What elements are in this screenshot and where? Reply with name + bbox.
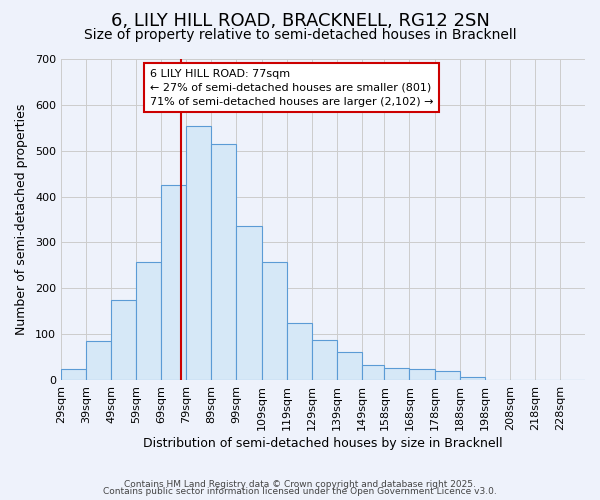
Bar — [86, 341, 111, 380]
Bar — [385, 368, 409, 380]
Bar — [61, 368, 86, 380]
Bar — [211, 144, 236, 380]
Bar — [311, 340, 337, 380]
X-axis label: Distribution of semi-detached houses by size in Bracknell: Distribution of semi-detached houses by … — [143, 437, 503, 450]
Bar — [236, 226, 262, 380]
Bar — [161, 185, 187, 380]
Text: Size of property relative to semi-detached houses in Bracknell: Size of property relative to semi-detach… — [83, 28, 517, 42]
Y-axis label: Number of semi-detached properties: Number of semi-detached properties — [15, 104, 28, 335]
Text: 6 LILY HILL ROAD: 77sqm
← 27% of semi-detached houses are smaller (801)
71% of s: 6 LILY HILL ROAD: 77sqm ← 27% of semi-de… — [150, 68, 434, 106]
Text: Contains public sector information licensed under the Open Government Licence v3: Contains public sector information licen… — [103, 488, 497, 496]
Bar — [136, 262, 161, 380]
Text: 6, LILY HILL ROAD, BRACKNELL, RG12 2SN: 6, LILY HILL ROAD, BRACKNELL, RG12 2SN — [110, 12, 490, 30]
Bar — [262, 262, 287, 380]
Bar — [460, 377, 485, 380]
Bar — [362, 365, 385, 380]
Bar — [337, 352, 362, 380]
Bar — [111, 300, 136, 380]
Bar — [409, 368, 434, 380]
Bar — [187, 126, 211, 380]
Bar — [287, 322, 311, 380]
Bar — [434, 371, 460, 380]
Text: Contains HM Land Registry data © Crown copyright and database right 2025.: Contains HM Land Registry data © Crown c… — [124, 480, 476, 489]
